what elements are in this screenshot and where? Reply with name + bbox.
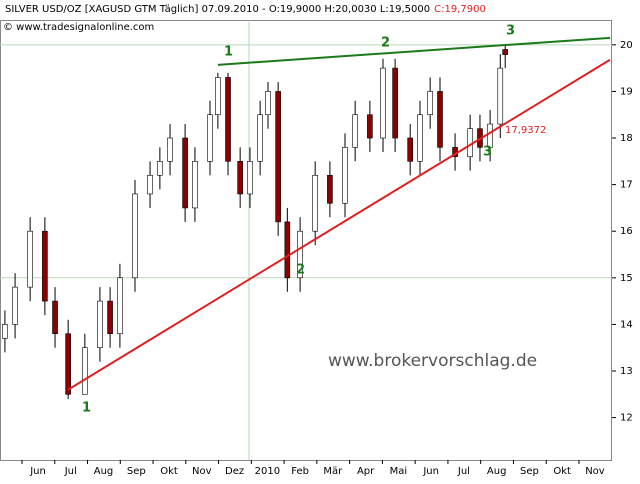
annotation: 2 (381, 36, 390, 51)
x-tick-label: Jul (64, 466, 77, 477)
x-tick-label: Jun (29, 466, 46, 477)
x-tick-label: Apr (357, 466, 375, 477)
annotation: 2 (296, 263, 305, 278)
candle-body (237, 161, 243, 195)
x-tick-label: Mai (390, 466, 408, 477)
candle-body (97, 300, 103, 349)
x-tick-label: Aug (94, 466, 114, 477)
y-tick-label: 17 (620, 180, 633, 191)
x-tick-label: Jun (422, 466, 439, 477)
annotation: 3 (483, 145, 492, 160)
candle-body (392, 67, 398, 139)
annotation: 17,9372 (505, 125, 546, 136)
x-tick-label: Jul (457, 466, 470, 477)
x-tick-label: Feb (291, 466, 309, 477)
x-tick-label: Aug (487, 466, 507, 477)
candle-body (407, 137, 413, 162)
candle-body (27, 230, 33, 288)
candle-body (132, 193, 138, 279)
x-tick-label: 2010 (255, 466, 280, 477)
candle-body (207, 114, 213, 162)
candle-body (157, 161, 163, 176)
x-tick-label: Dez (225, 466, 244, 477)
y-tick-label: 14 (620, 319, 633, 330)
candle-body (42, 230, 48, 302)
candle-body (437, 91, 443, 148)
trend-line (217, 36, 611, 66)
trend-line (67, 58, 611, 391)
instrument: SILVER USD/OZ [XAGUSD GTM Täglich] 07.09… (5, 4, 430, 15)
x-tick-label: Mär (323, 466, 343, 477)
candle-body (417, 114, 423, 162)
annotation: 1 (224, 45, 233, 60)
x-tick-label: Okt (160, 466, 178, 477)
y-tick-label: 20 (620, 40, 633, 51)
candle-body (65, 333, 71, 395)
y-tick-label: 15 (620, 273, 633, 284)
candle-body (352, 114, 358, 148)
candle-body (182, 137, 188, 209)
candle-body (52, 300, 58, 335)
candle-body (257, 114, 263, 162)
candle-body (342, 147, 348, 204)
candle-body (284, 221, 291, 279)
candle-body (2, 324, 8, 339)
candle-body (167, 137, 173, 162)
candle-body (380, 67, 386, 139)
candle-body (327, 175, 333, 204)
candle-body (275, 91, 281, 223)
x-tick-label: Sep (127, 466, 146, 477)
y-tick-label: 12 (620, 413, 633, 424)
x-tick-label: Nov (192, 466, 212, 477)
candle-body (225, 77, 231, 162)
candle-body (107, 300, 113, 335)
candle-body (147, 175, 153, 195)
copyright: © www.tradesignalonline.com (3, 22, 154, 33)
plot-frame (0, 20, 612, 461)
x-tick-label: Okt (553, 466, 571, 477)
candle-body (117, 277, 123, 335)
y-tick-label: 19 (620, 86, 633, 97)
candle-body (497, 67, 504, 125)
watermark: www.brokervorschlag.de (328, 351, 537, 371)
candle-body (297, 230, 303, 279)
x-tick-label: Nov (585, 466, 605, 477)
candle-body (192, 161, 198, 209)
x-tick-label: Sep (520, 466, 539, 477)
candle-body (367, 114, 373, 139)
y-tick-label: 18 (620, 133, 633, 144)
header: SILVER USD/OZ [XAGUSD GTM Täglich] 07.09… (5, 4, 486, 15)
candle-body (487, 123, 493, 148)
candle-body (247, 161, 253, 195)
candle-body (215, 77, 221, 116)
candle-body (312, 175, 318, 232)
candle-body (82, 347, 88, 395)
candle-body (265, 91, 271, 116)
annotation: 1 (82, 401, 91, 416)
candle-body (502, 49, 508, 55)
annotation: 3 (506, 24, 515, 39)
y-tick-label: 16 (620, 226, 633, 237)
candle-body (12, 286, 18, 325)
candle-body (427, 91, 433, 116)
y-tick-label: 13 (620, 366, 633, 377)
close-value: C:19,7900 (434, 4, 486, 15)
